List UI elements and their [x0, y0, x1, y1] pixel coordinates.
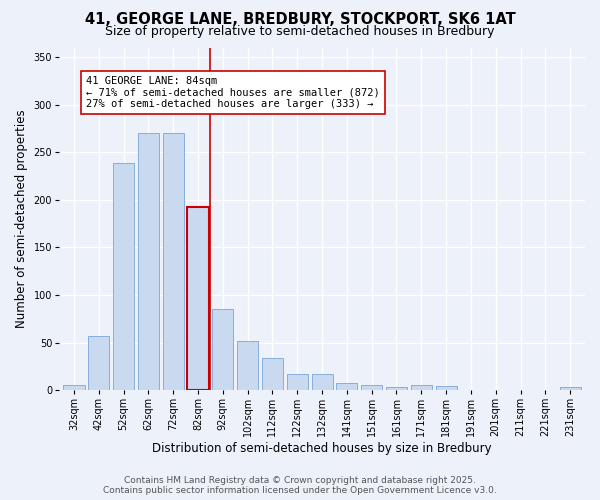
Bar: [163, 133, 184, 390]
Bar: [237, 340, 258, 390]
Bar: [311, 374, 332, 390]
Bar: [411, 386, 432, 390]
Bar: [287, 374, 308, 390]
Bar: [436, 386, 457, 390]
Bar: [386, 388, 407, 390]
Bar: [64, 386, 85, 390]
Bar: [337, 382, 358, 390]
Y-axis label: Number of semi-detached properties: Number of semi-detached properties: [15, 110, 28, 328]
Bar: [187, 208, 209, 390]
Bar: [138, 133, 159, 390]
Bar: [262, 358, 283, 390]
Bar: [113, 162, 134, 390]
Text: 41, GEORGE LANE, BREDBURY, STOCKPORT, SK6 1AT: 41, GEORGE LANE, BREDBURY, STOCKPORT, SK…: [85, 12, 515, 28]
X-axis label: Distribution of semi-detached houses by size in Bredbury: Distribution of semi-detached houses by …: [152, 442, 492, 455]
Bar: [212, 309, 233, 390]
Text: Size of property relative to semi-detached houses in Bredbury: Size of property relative to semi-detach…: [105, 25, 495, 38]
Text: 41 GEORGE LANE: 84sqm
← 71% of semi-detached houses are smaller (872)
27% of sem: 41 GEORGE LANE: 84sqm ← 71% of semi-deta…: [86, 76, 380, 110]
Text: Contains HM Land Registry data © Crown copyright and database right 2025.
Contai: Contains HM Land Registry data © Crown c…: [103, 476, 497, 495]
Bar: [88, 336, 109, 390]
Bar: [361, 386, 382, 390]
Bar: [560, 388, 581, 390]
